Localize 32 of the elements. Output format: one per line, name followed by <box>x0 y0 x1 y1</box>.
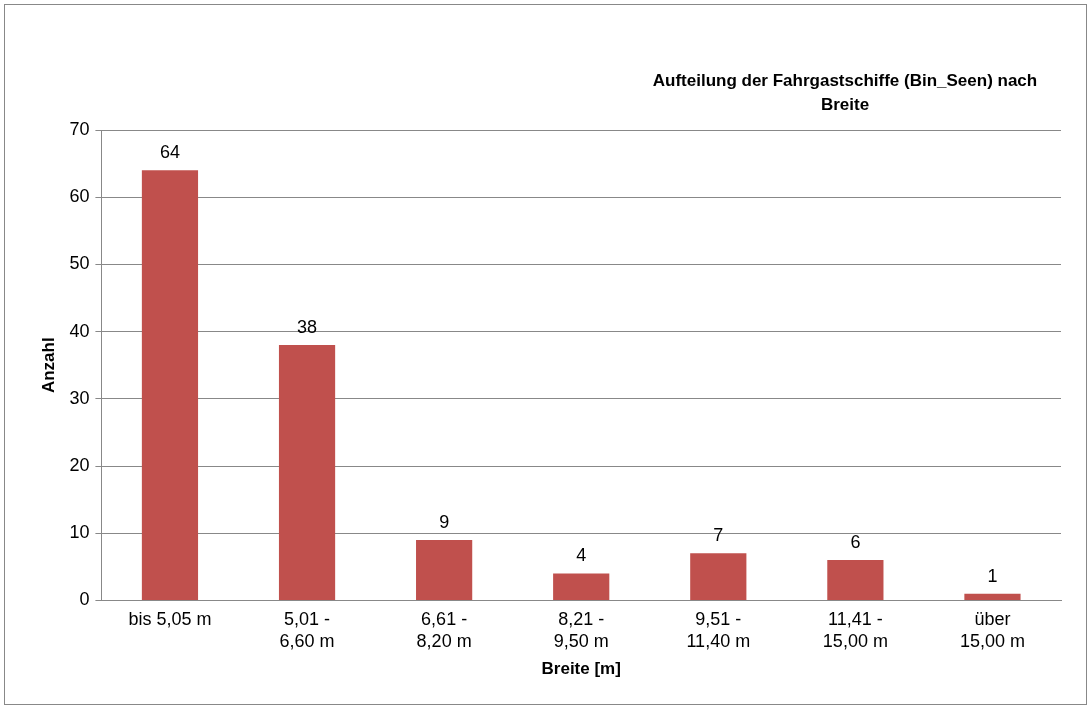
x-tick-label: 6,61 - 8,20 m <box>416 609 472 651</box>
data-label: 7 <box>713 525 724 546</box>
data-label: 38 <box>297 317 318 338</box>
bar <box>690 553 747 600</box>
data-label: 64 <box>159 142 180 163</box>
x-tick-label: 5,01 - 6,60 m <box>279 609 335 651</box>
y-tick-label: 60 <box>69 186 90 207</box>
x-tick-label: 8,21 - 9,50 m <box>553 609 609 651</box>
bar <box>827 560 884 600</box>
y-tick-label: 70 <box>69 118 90 139</box>
y-tick-label: 10 <box>69 522 90 543</box>
bar <box>416 539 473 600</box>
data-label: 9 <box>439 511 450 532</box>
x-axis-title: Breite [m] <box>541 659 621 679</box>
y-tick-label: 0 <box>79 589 90 610</box>
bar <box>278 345 336 600</box>
y-tick-label: 30 <box>69 387 90 408</box>
bar <box>553 573 610 600</box>
y-tick-label: 50 <box>69 253 90 274</box>
data-label: 6 <box>850 532 861 553</box>
chart-title: Aufteilung der Fahrgastschiffe (Bin_Seen) nach Breite <box>651 70 1039 116</box>
data-label: 1 <box>987 565 998 586</box>
x-tick-label: 9,51 - 11,40 m <box>686 609 751 651</box>
x-tick-label: bis 5,05 m <box>128 609 212 630</box>
y-axis-title: Anzahl <box>38 337 58 394</box>
y-tick-label: 20 <box>69 454 90 475</box>
data-label: 4 <box>576 545 587 566</box>
y-tick-label: 40 <box>69 320 90 341</box>
bar <box>141 170 199 600</box>
x-tick-label: über 15,00 m <box>959 609 1025 651</box>
x-tick-label: 11,41 - 15,00 m <box>822 609 888 651</box>
bar <box>964 593 1021 600</box>
